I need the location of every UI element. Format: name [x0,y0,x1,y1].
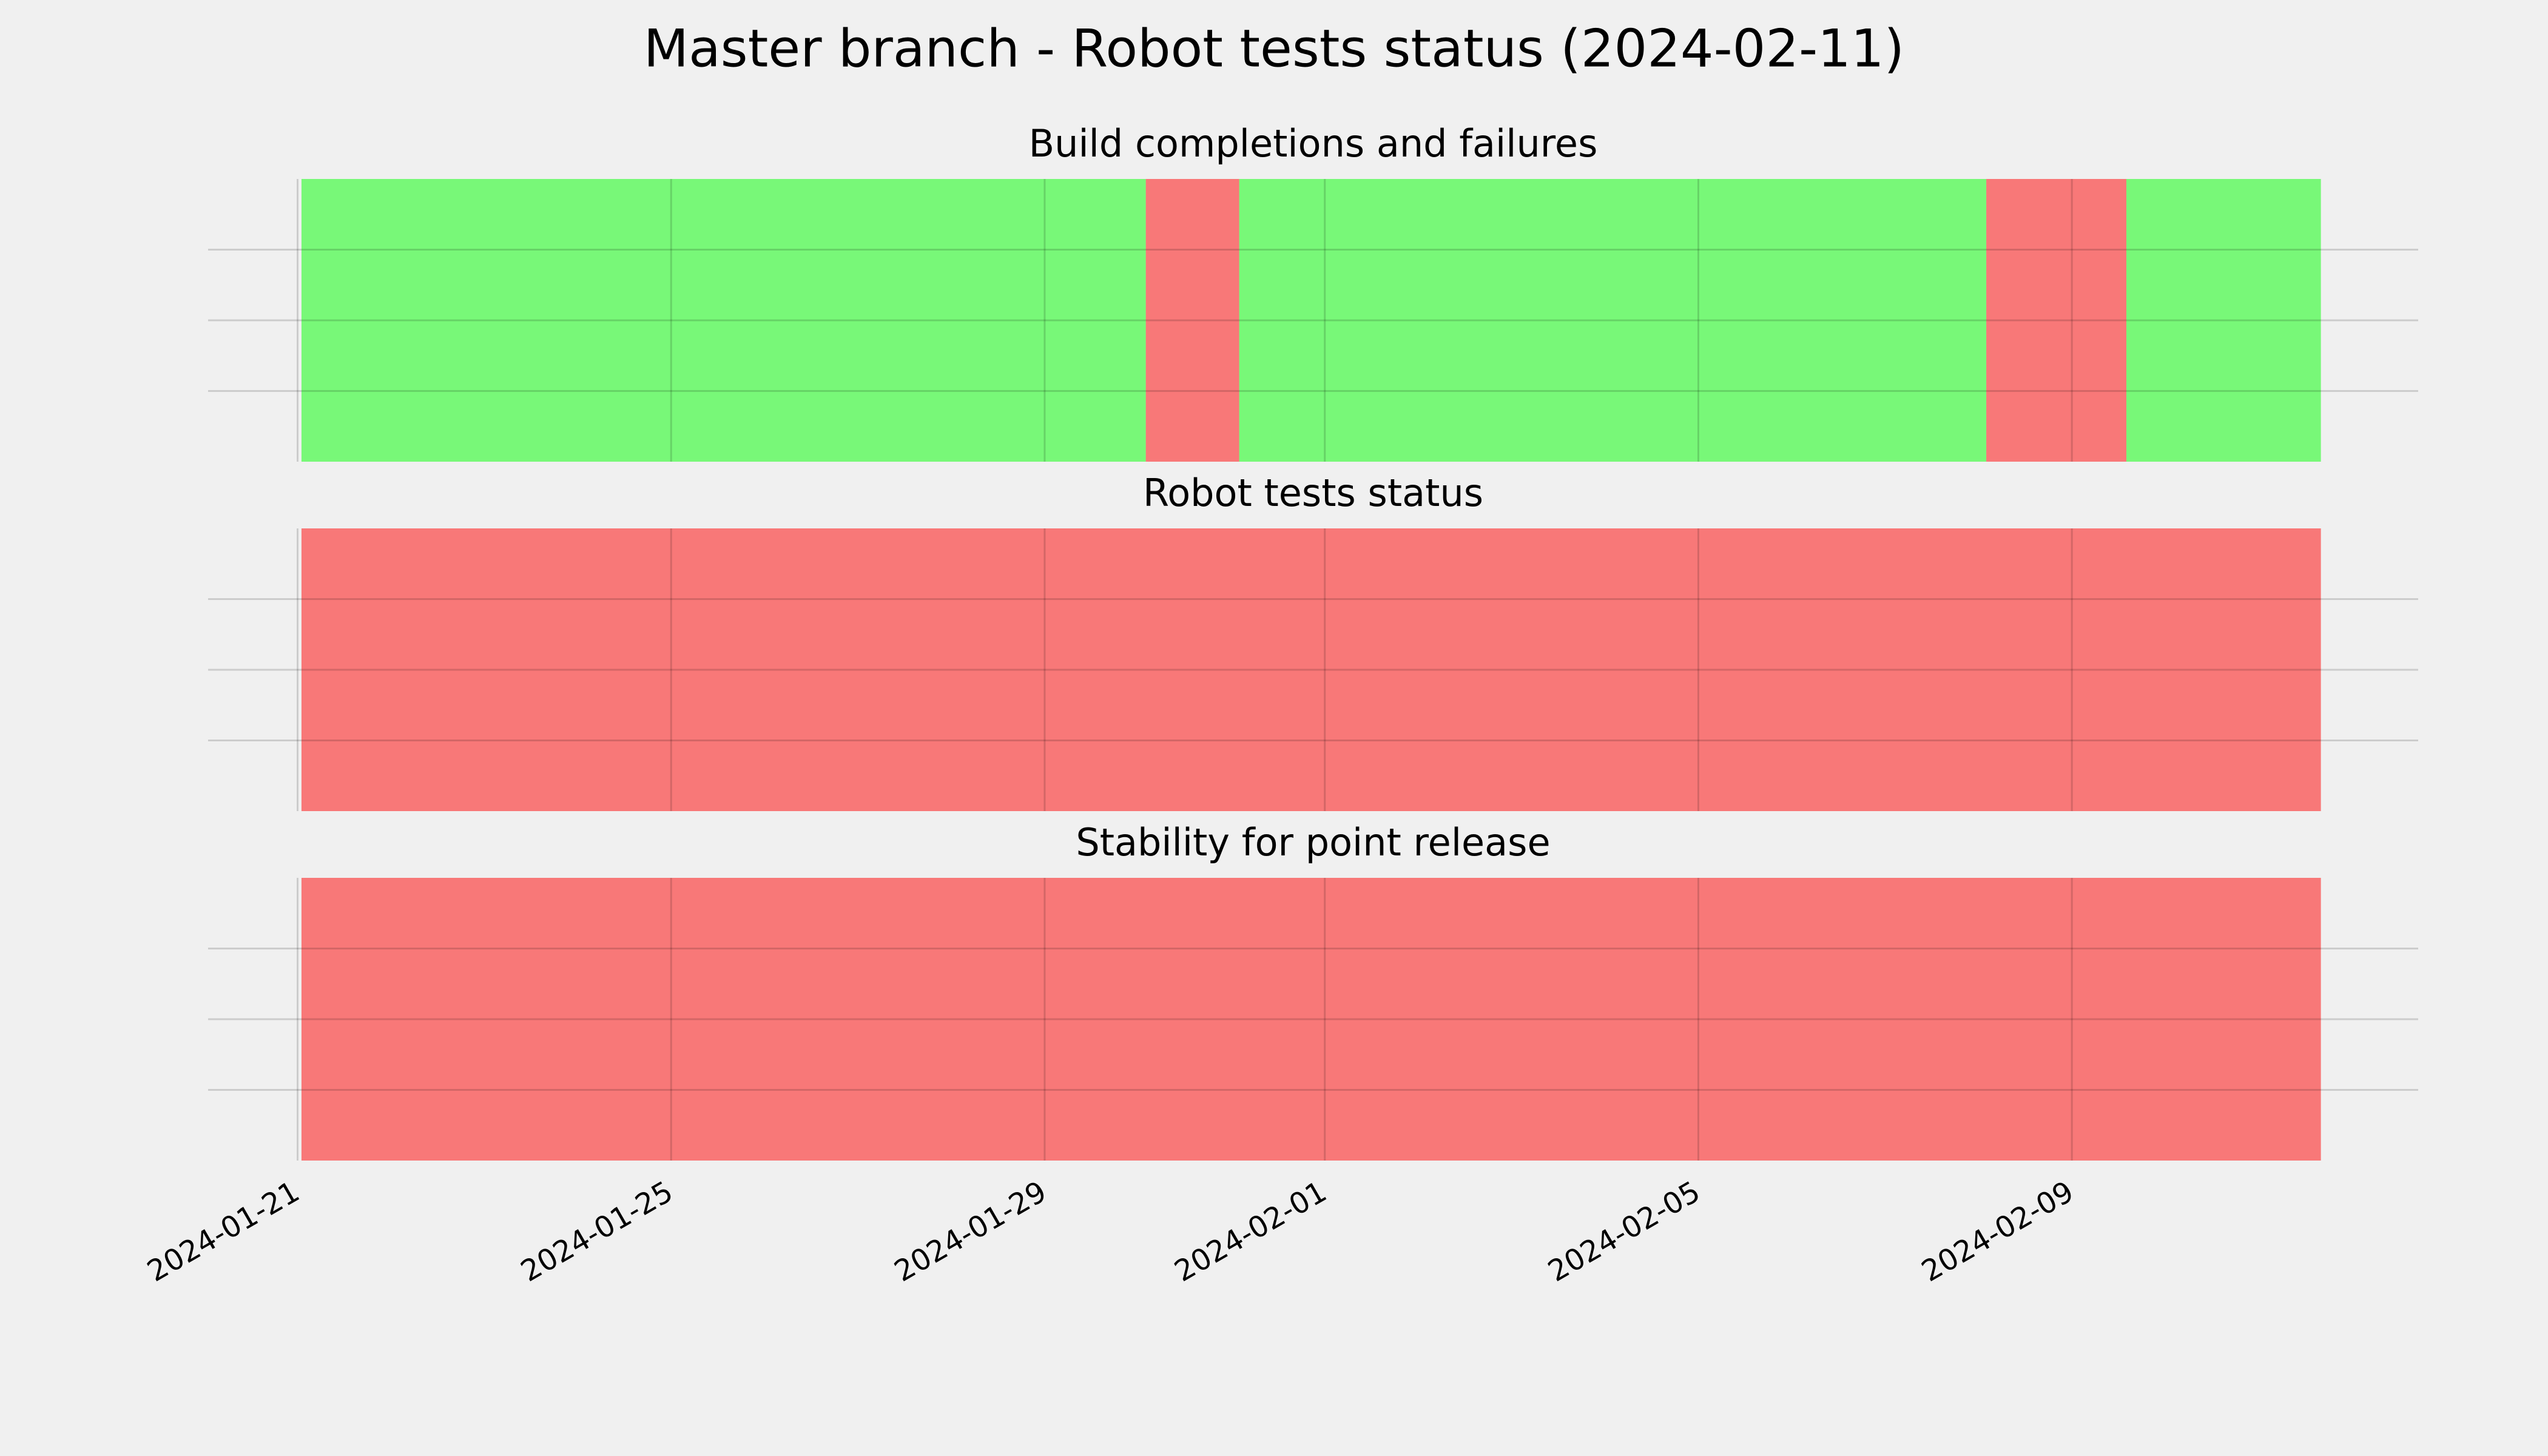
status-span [1145,179,1239,462]
status-span [301,528,2321,811]
panel-title: Stability for point release [1076,820,1550,864]
status-span [1239,179,1987,462]
status-span [301,179,1146,462]
panel-title: Robot tests status [1143,471,1483,515]
status-span [301,878,2321,1161]
status-span [2126,179,2321,462]
panel-title: Build completions and failures [1029,121,1598,166]
figure-title: Master branch - Robot tests status (2024… [644,18,1904,79]
status-span [1986,179,2126,462]
